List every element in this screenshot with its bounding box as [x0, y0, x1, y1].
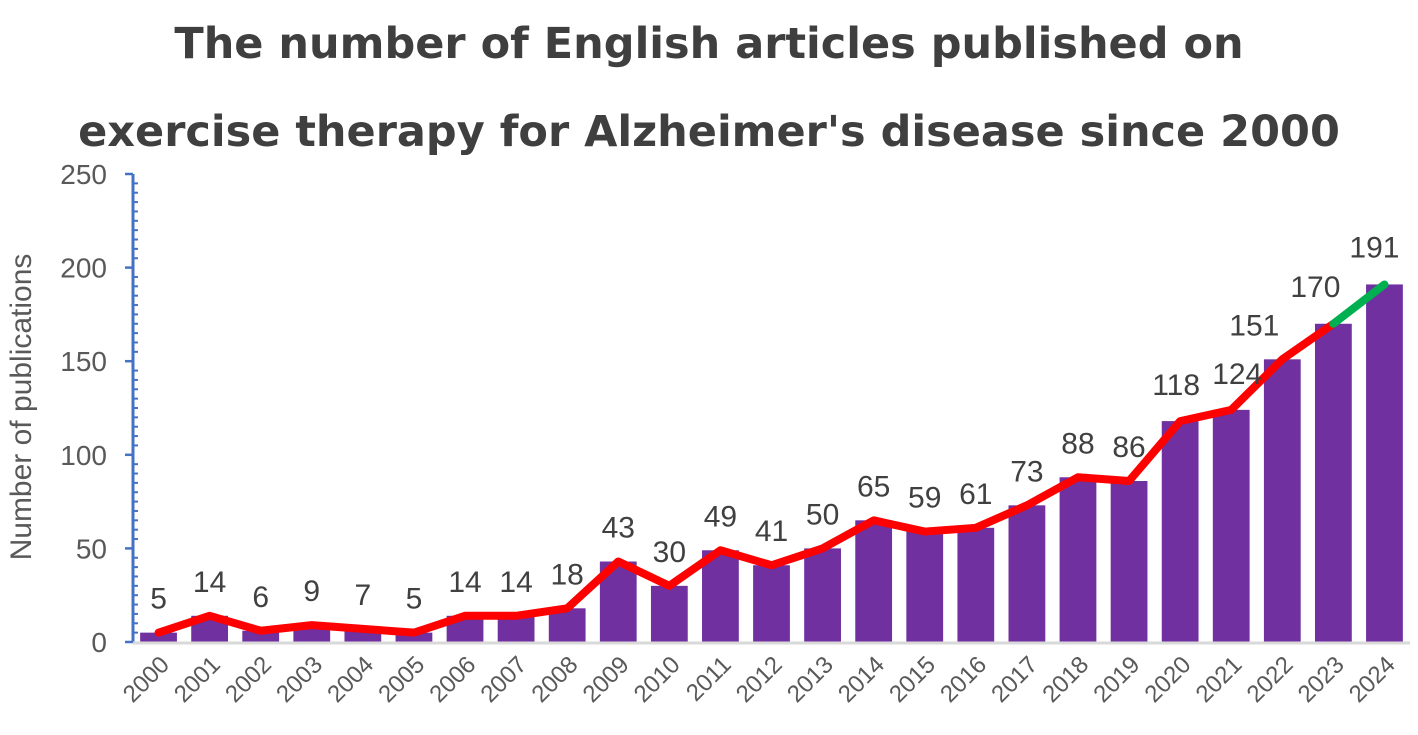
data-label-2018: 88	[1061, 427, 1094, 460]
bar-2005	[395, 632, 433, 642]
trend-line	[154, 280, 1389, 637]
data-label-2002: 6	[252, 581, 269, 614]
x-tick-label: 2012	[731, 651, 788, 708]
chart-title-line-1: The number of English articles published…	[174, 19, 1244, 69]
data-label-2015: 59	[908, 482, 941, 515]
x-tick-label: 2005	[373, 651, 430, 708]
y-axis: 0 50 100 150 200 250	[60, 159, 138, 658]
trend-line-main	[154, 319, 1338, 637]
bar-2019	[1110, 481, 1148, 642]
bar-2007	[497, 615, 535, 642]
data-label-2023: 170	[1290, 271, 1340, 304]
data-label-2016: 61	[959, 478, 992, 511]
data-label-2004: 7	[355, 579, 372, 612]
bars	[140, 284, 1403, 642]
data-label-2003: 9	[303, 575, 320, 608]
x-axis-labels: 2000200120022003200420052006200720082009…	[118, 651, 1401, 708]
x-tick-label: 2006	[424, 651, 481, 708]
y-tick-label: 150	[60, 346, 107, 377]
chart-title: The number of English articles published…	[0, 0, 1418, 176]
bar-2018	[1059, 477, 1097, 642]
data-label-2005: 5	[406, 583, 423, 616]
data-label-2008: 18	[550, 558, 583, 591]
x-tick-label: 2014	[833, 651, 890, 708]
y-axis-title: Number of publications	[5, 254, 38, 561]
bar-2002	[242, 630, 280, 642]
x-tick-label: 2004	[322, 651, 379, 708]
x-tick-label: 2024	[1344, 651, 1401, 708]
bar-2016	[957, 527, 995, 642]
data-label-2001: 14	[193, 566, 226, 599]
data-label-2012: 41	[755, 515, 788, 548]
y-tick-label: 100	[60, 440, 107, 471]
bar-2017	[1008, 505, 1046, 642]
data-label-2024: 191	[1349, 231, 1399, 264]
bar-2020	[1161, 421, 1199, 642]
bar-2023	[1314, 323, 1352, 642]
data-label-2011: 49	[704, 500, 737, 533]
x-tick-label: 2016	[935, 651, 992, 708]
x-tick-label: 2003	[271, 651, 328, 708]
x-tick-label: 2022	[1242, 651, 1299, 708]
chart-title-line-2: exercise therapy for Alzheimer's disease…	[78, 107, 1340, 157]
data-label-2021: 124	[1212, 358, 1262, 391]
bar-2021	[1212, 409, 1250, 642]
trend-line-last-segment	[1329, 280, 1389, 328]
data-label-2014: 65	[857, 470, 890, 503]
x-tick-label: 2000	[118, 651, 175, 708]
x-tick-label: 2009	[578, 651, 635, 708]
x-tick-label: 2001	[169, 651, 226, 708]
bar-2015	[906, 531, 944, 642]
x-tick-label: 2019	[1088, 651, 1145, 708]
data-label-2000: 5	[150, 583, 167, 616]
x-tick-label: 2008	[527, 651, 584, 708]
y-tick-label: 250	[60, 159, 107, 190]
x-tick-label: 2011	[681, 651, 737, 707]
x-tick-label: 2010	[629, 651, 686, 708]
data-label-2013: 50	[806, 498, 839, 531]
x-tick-label: 2007	[475, 651, 532, 708]
y-tick-label: 200	[60, 253, 107, 284]
x-tick-label: 2023	[1293, 651, 1350, 708]
data-label-2006: 14	[448, 566, 481, 599]
data-label-2022: 151	[1229, 309, 1279, 342]
bar-2013	[804, 548, 841, 642]
y-tick-label: 50	[76, 533, 107, 564]
data-label-2007: 14	[499, 566, 532, 599]
y-tick-label: 0	[91, 627, 107, 658]
data-label-2010: 30	[653, 536, 686, 569]
bar-2022	[1263, 359, 1301, 642]
data-label-2017: 73	[1010, 455, 1043, 488]
x-tick-label: 2015	[884, 651, 941, 708]
bar-2000	[140, 632, 177, 642]
x-tick-label: 2017	[986, 651, 1043, 708]
data-label-2019: 86	[1112, 431, 1145, 464]
bar-2010	[650, 585, 688, 642]
data-label-2020: 118	[1152, 369, 1200, 402]
x-tick-label: 2021	[1191, 651, 1248, 708]
bar-2024	[1366, 284, 1403, 642]
x-tick-label: 2018	[1037, 651, 1094, 708]
data-label-2009: 43	[602, 512, 635, 545]
x-tick-label: 2013	[782, 651, 839, 708]
x-tick-label: 2020	[1140, 651, 1197, 708]
bar-2011	[702, 550, 739, 642]
x-tick-label: 2002	[220, 651, 277, 708]
bar-2014	[855, 520, 893, 642]
bar-2012	[753, 565, 790, 642]
